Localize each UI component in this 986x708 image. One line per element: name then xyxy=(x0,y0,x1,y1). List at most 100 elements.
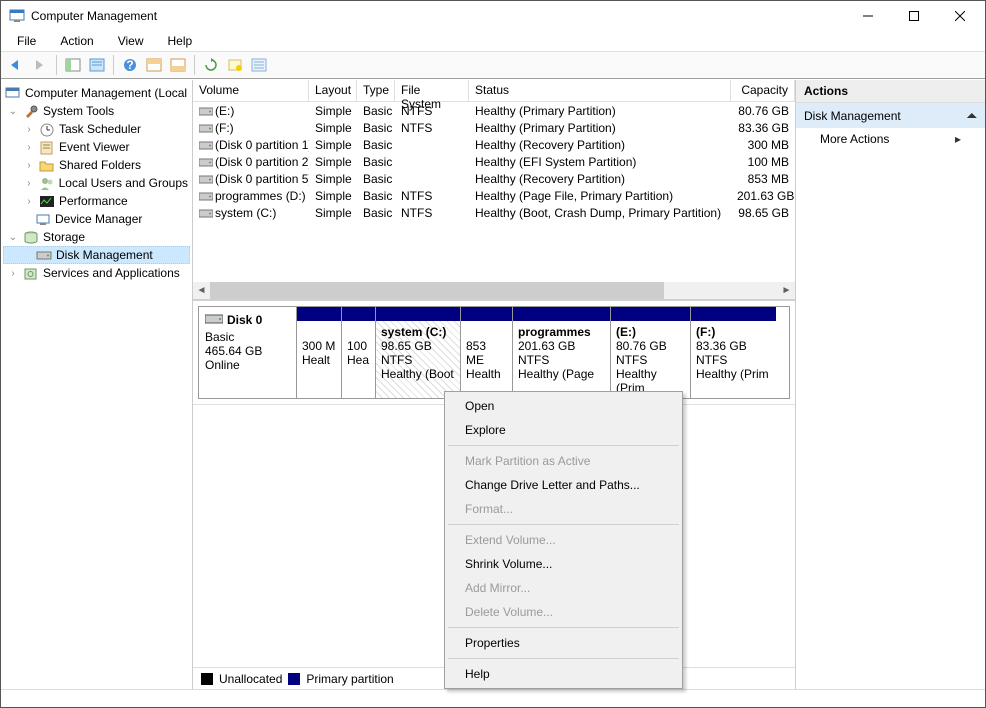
volume-row[interactable]: (Disk 0 partition 2)SimpleBasicHealthy (… xyxy=(193,153,795,170)
menu-shrink[interactable]: Shrink Volume... xyxy=(447,552,680,576)
expand-icon[interactable]: › xyxy=(23,142,35,153)
col-capacity[interactable]: Capacity xyxy=(731,80,795,101)
disk-info[interactable]: Disk 0 Basic 465.64 GB Online xyxy=(199,307,297,398)
forward-button[interactable] xyxy=(29,54,51,76)
tree-event-viewer[interactable]: › Event Viewer xyxy=(3,138,190,156)
horizontal-scrollbar[interactable]: ◄ ► xyxy=(193,282,795,299)
scroll-right-button[interactable]: ► xyxy=(778,282,795,299)
volume-row[interactable]: (Disk 0 partition 5)SimpleBasicHealthy (… xyxy=(193,170,795,187)
partition-block[interactable]: (E:)80.76 GB NTFSHealthy (Prim xyxy=(610,307,690,398)
menu-add-mirror: Add Mirror... xyxy=(447,576,680,600)
properties-button[interactable] xyxy=(86,54,108,76)
menu-view[interactable]: View xyxy=(108,32,154,50)
col-status[interactable]: Status xyxy=(469,80,731,101)
volume-capacity-cell: 83.36 GB xyxy=(731,121,795,135)
volume-row[interactable]: (F:)SimpleBasicNTFSHealthy (Primary Part… xyxy=(193,119,795,136)
navigation-tree[interactable]: Computer Management (Local ⌄ System Tool… xyxy=(1,80,193,689)
folder-share-icon xyxy=(39,157,55,173)
clock-icon xyxy=(39,121,55,137)
scroll-track[interactable] xyxy=(210,282,778,299)
settings-button[interactable] xyxy=(224,54,246,76)
menu-action[interactable]: Action xyxy=(50,32,103,50)
expand-icon[interactable]: › xyxy=(23,178,35,189)
legend-unallocated: Unallocated xyxy=(219,672,282,686)
menu-properties[interactable]: Properties xyxy=(447,631,680,655)
volume-name-cell: (Disk 0 partition 2) xyxy=(193,155,309,169)
expand-icon[interactable]: › xyxy=(23,160,35,171)
list-button[interactable] xyxy=(248,54,270,76)
view-top-button[interactable] xyxy=(143,54,165,76)
volume-layout-cell: Simple xyxy=(309,155,357,169)
volume-row[interactable]: (E:)SimpleBasicNTFSHealthy (Primary Part… xyxy=(193,102,795,119)
expand-icon[interactable]: › xyxy=(7,268,19,279)
scroll-thumb[interactable] xyxy=(210,282,664,299)
volume-layout-cell: Simple xyxy=(309,206,357,220)
tree-root[interactable]: Computer Management (Local xyxy=(3,84,190,102)
menu-file[interactable]: File xyxy=(7,32,46,50)
col-layout[interactable]: Layout xyxy=(309,80,357,101)
partition-block[interactable]: programmes201.63 GB NTFSHealthy (Page xyxy=(512,307,610,398)
col-type[interactable]: Type xyxy=(357,80,395,101)
close-button[interactable] xyxy=(937,1,983,31)
volume-list[interactable]: (E:)SimpleBasicNTFSHealthy (Primary Part… xyxy=(193,102,795,282)
refresh-button[interactable] xyxy=(200,54,222,76)
menu-help[interactable]: Help xyxy=(158,32,203,50)
menu-extend: Extend Volume... xyxy=(447,528,680,552)
menu-open[interactable]: Open xyxy=(447,394,680,418)
actions-disk-management[interactable]: Disk Management ⏷ xyxy=(796,103,985,128)
scroll-left-button[interactable]: ◄ xyxy=(193,282,210,299)
partition-block[interactable]: 100Hea xyxy=(341,307,375,398)
tree-shared-folders[interactable]: › Shared Folders xyxy=(3,156,190,174)
tree-task-scheduler[interactable]: › Task Scheduler xyxy=(3,120,190,138)
actions-more[interactable]: More Actions ▸ xyxy=(796,128,985,150)
actions-more-label: More Actions xyxy=(820,132,889,146)
tree-label: System Tools xyxy=(43,104,114,118)
volume-type-cell: Basic xyxy=(357,155,395,169)
legend-primary: Primary partition xyxy=(306,672,393,686)
disk-row[interactable]: Disk 0 Basic 465.64 GB Online 300 MHealt… xyxy=(198,306,790,399)
menu-help[interactable]: Help xyxy=(447,662,680,686)
tree-storage[interactable]: ⌄ Storage xyxy=(3,228,190,246)
expand-icon[interactable]: › xyxy=(23,124,35,135)
volume-layout-cell: Simple xyxy=(309,121,357,135)
volume-row[interactable]: programmes (D:)SimpleBasicNTFSHealthy (P… xyxy=(193,187,795,204)
volume-list-header: Volume Layout Type File System Status Ca… xyxy=(193,80,795,102)
expand-icon[interactable]: › xyxy=(23,196,35,207)
volume-layout-cell: Simple xyxy=(309,172,357,186)
volume-fs-cell: NTFS xyxy=(395,206,469,220)
volume-name-cell: (F:) xyxy=(193,121,309,135)
maximize-button[interactable] xyxy=(891,1,937,31)
back-button[interactable] xyxy=(5,54,27,76)
tree-label: Local Users and Groups xyxy=(59,176,188,190)
partition-block[interactable]: 853 MEHealth xyxy=(460,307,512,398)
volume-row[interactable]: system (C:)SimpleBasicNTFSHealthy (Boot,… xyxy=(193,204,795,221)
tree-services-apps[interactable]: › Services and Applications xyxy=(3,264,190,282)
volume-type-cell: Basic xyxy=(357,104,395,118)
tree-local-users[interactable]: › Local Users and Groups xyxy=(3,174,190,192)
menu-explore[interactable]: Explore xyxy=(447,418,680,442)
collapse-icon[interactable]: ⌄ xyxy=(7,232,19,243)
partition-block[interactable]: (F:)83.36 GB NTFSHealthy (Prim xyxy=(690,307,776,398)
show-hide-tree-button[interactable] xyxy=(62,54,84,76)
partition-body: 100Hea xyxy=(342,321,375,398)
menu-change-letter[interactable]: Change Drive Letter and Paths... xyxy=(447,473,680,497)
tree-device-manager[interactable]: Device Manager xyxy=(3,210,190,228)
partition-header xyxy=(376,307,460,321)
tools-icon xyxy=(23,103,39,119)
minimize-button[interactable] xyxy=(845,1,891,31)
volume-status-cell: Healthy (Recovery Partition) xyxy=(469,172,731,186)
tree-system-tools[interactable]: ⌄ System Tools xyxy=(3,102,190,120)
partition-block[interactable]: 300 MHealt xyxy=(297,307,341,398)
help-button[interactable]: ? xyxy=(119,54,141,76)
col-volume[interactable]: Volume xyxy=(193,80,309,101)
partition-body: 853 MEHealth xyxy=(461,321,512,398)
volume-row[interactable]: (Disk 0 partition 1)SimpleBasicHealthy (… xyxy=(193,136,795,153)
tree-performance[interactable]: › Performance xyxy=(3,192,190,210)
collapse-icon[interactable]: ⌄ xyxy=(7,106,19,117)
disk-type: Basic xyxy=(205,330,290,344)
volume-status-cell: Healthy (Primary Partition) xyxy=(469,104,731,118)
tree-disk-management[interactable]: Disk Management xyxy=(3,246,190,264)
col-filesystem[interactable]: File System xyxy=(395,80,469,101)
partition-block[interactable]: system (C:)98.65 GB NTFSHealthy (Boot xyxy=(375,307,460,398)
view-bottom-button[interactable] xyxy=(167,54,189,76)
